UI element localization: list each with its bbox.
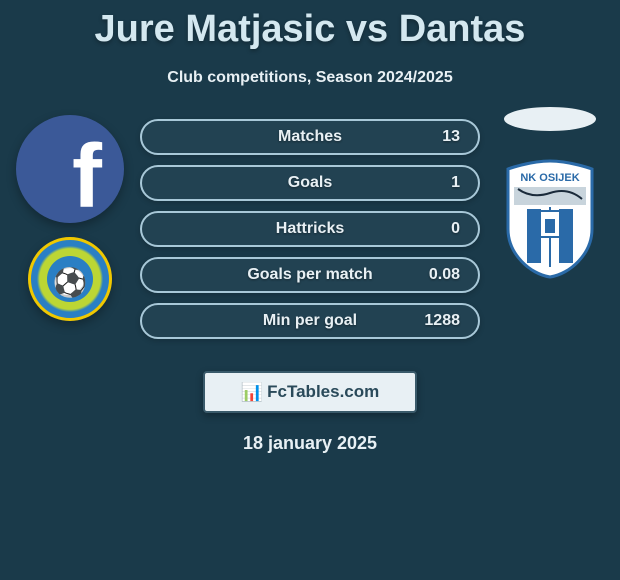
stat-row-goals-per-match: Goals per match 0.08 (140, 257, 480, 293)
stat-label: Matches (278, 128, 342, 146)
right-player-column: NK OSIJEK (500, 107, 600, 279)
svg-text:NK OSIJEK: NK OSIJEK (520, 172, 579, 184)
left-player-column: f ⚽ (10, 107, 130, 321)
subtitle: Club competitions, Season 2024/2025 (0, 69, 620, 87)
stat-row-hattricks: Hattricks 0 (140, 211, 480, 247)
facebook-icon: f (16, 115, 124, 223)
stat-value: 0 (451, 220, 460, 238)
stat-value: 1288 (424, 312, 460, 330)
page-title: Jure Matjasic vs Dantas (0, 0, 620, 51)
watermark-text: FcTables.com (267, 382, 379, 402)
stat-row-min-per-goal: Min per goal 1288 (140, 303, 480, 339)
stat-label: Hattricks (276, 220, 344, 238)
stat-label: Goals per match (247, 266, 372, 284)
stat-row-matches: Matches 13 (140, 119, 480, 155)
stat-row-goals: Goals 1 (140, 165, 480, 201)
stat-value: 1 (451, 174, 460, 192)
photo-placeholder-ellipse (504, 107, 596, 131)
facebook-glyph: f (72, 126, 102, 229)
stat-value: 0.08 (429, 266, 460, 284)
chart-icon: 📊 (241, 382, 263, 403)
watermark: 📊 FcTables.com (203, 371, 417, 413)
stat-label: Min per goal (263, 312, 357, 330)
soccer-ball-icon: ⚽ (53, 266, 88, 299)
stat-value: 13 (442, 128, 460, 146)
nk-celje-badge: ⚽ (28, 237, 112, 321)
comparison-panel: f ⚽ Matches 13 Goals 1 Hattricks 0 Goals… (0, 119, 620, 359)
date-label: 18 january 2025 (0, 433, 620, 454)
stat-label: Goals (288, 174, 332, 192)
stats-list: Matches 13 Goals 1 Hattricks 0 Goals per… (140, 119, 480, 349)
nk-osijek-badge: NK OSIJEK (500, 159, 600, 279)
